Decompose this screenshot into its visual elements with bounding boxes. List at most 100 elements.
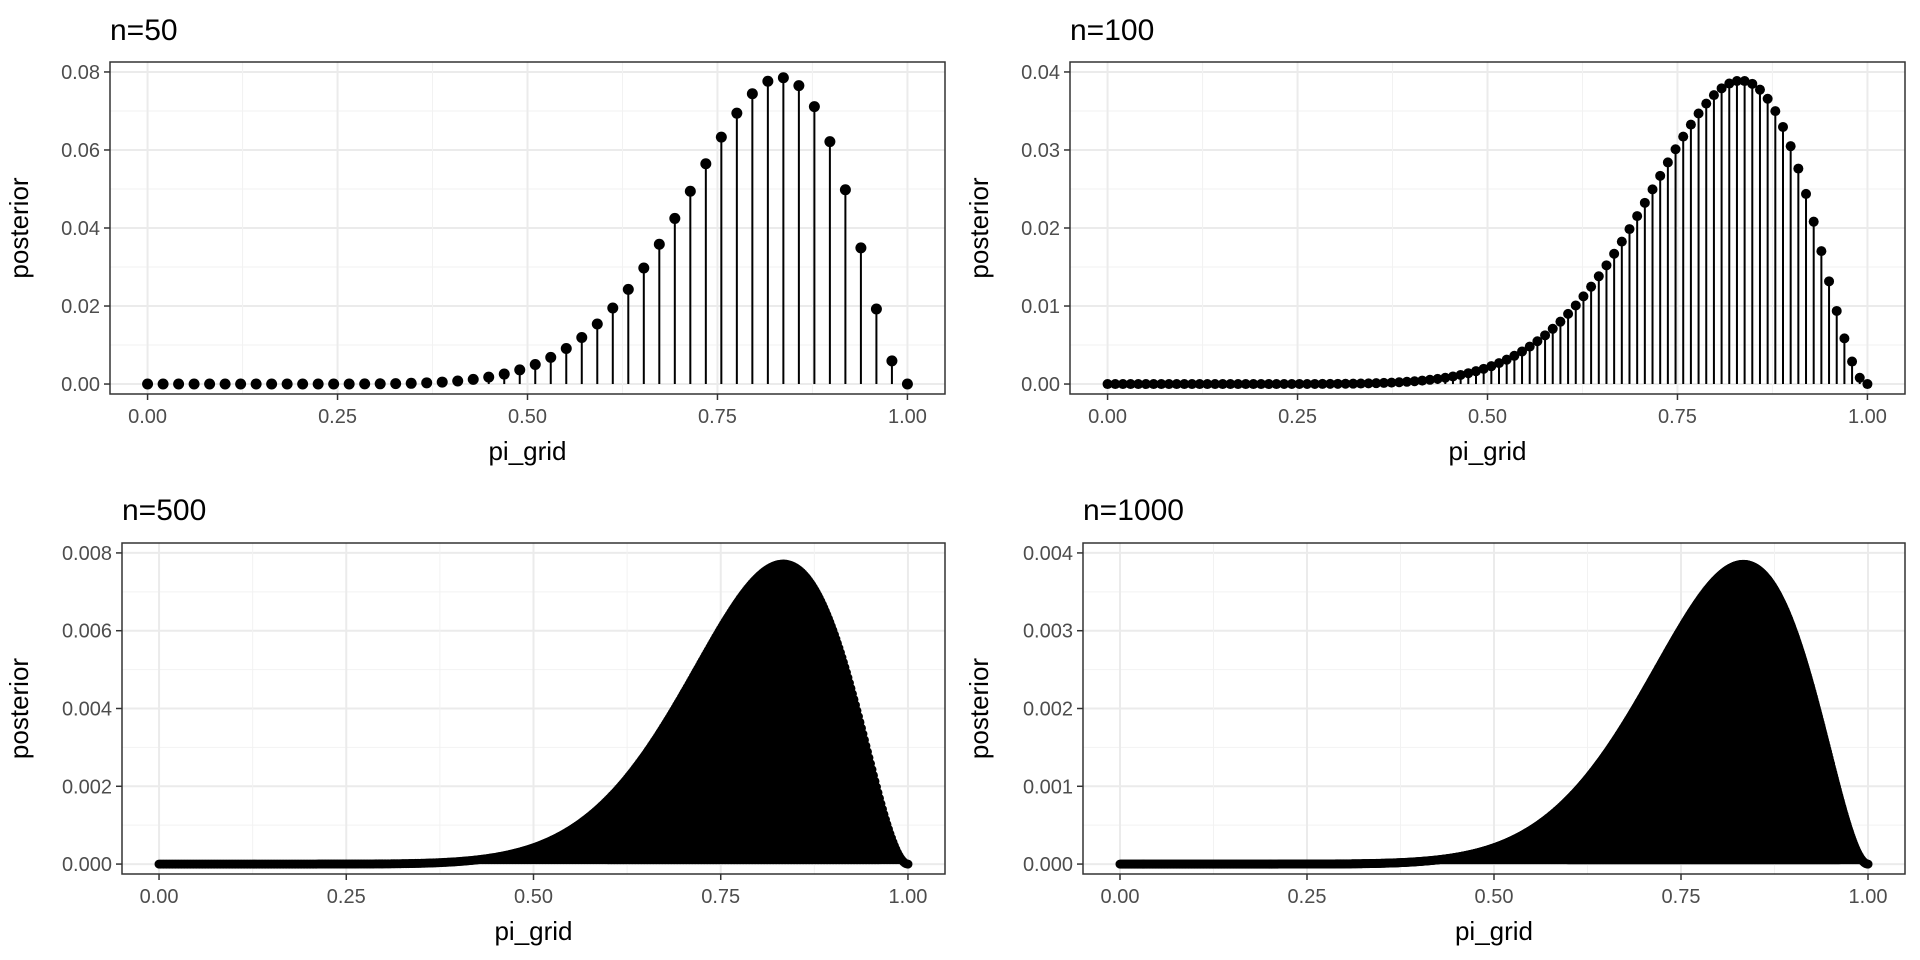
y-tick-label: 0.006 (62, 621, 112, 643)
y-tick-label: 0.000 (62, 854, 112, 876)
point (1578, 291, 1589, 302)
point (1785, 141, 1796, 152)
point (886, 355, 898, 367)
point (1125, 379, 1136, 390)
y-tick-label: 0.002 (1023, 699, 1073, 721)
panel-title: n=500 (122, 494, 206, 527)
point (1678, 131, 1689, 142)
point (1731, 76, 1742, 87)
y-tick-label: 0.004 (1023, 543, 1073, 565)
point (1517, 346, 1528, 357)
point (1202, 379, 1213, 390)
point (421, 377, 433, 389)
point (1447, 371, 1458, 382)
lollipop-marks (142, 72, 913, 390)
point (1225, 379, 1236, 390)
point (1547, 323, 1558, 334)
x-axis-title: pi_grid (488, 436, 566, 466)
point (1409, 376, 1420, 387)
point (607, 302, 619, 314)
point (1470, 366, 1481, 377)
y-tick-label: 0.00 (61, 374, 100, 396)
point (1248, 379, 1259, 390)
point (1363, 378, 1374, 389)
point (700, 158, 712, 170)
point (1754, 84, 1765, 95)
point (1156, 379, 1167, 390)
point (204, 378, 216, 390)
x-axis-title: pi_grid (1448, 436, 1526, 466)
point (591, 318, 603, 330)
y-axis-title: posterior (964, 177, 994, 278)
x-tick-label: 1.00 (1849, 886, 1888, 908)
x-tick-label: 0.25 (327, 886, 366, 908)
point (1263, 379, 1274, 390)
lollipop-marks (154, 559, 913, 869)
point (1632, 211, 1643, 222)
point (1747, 78, 1758, 89)
point (1540, 330, 1551, 341)
point (1463, 368, 1474, 379)
point (529, 358, 541, 370)
point (436, 376, 448, 388)
point (903, 859, 913, 869)
x-tick-label: 0.00 (1101, 886, 1140, 908)
point (1793, 163, 1804, 174)
point (560, 343, 572, 355)
point (1309, 378, 1320, 389)
point (1440, 372, 1451, 383)
point (1401, 376, 1412, 387)
x-axis-title: pi_grid (1455, 916, 1533, 946)
point (1486, 361, 1497, 372)
point (1593, 271, 1604, 282)
y-tick-label: 0.002 (62, 776, 112, 798)
point (452, 375, 464, 387)
point (297, 378, 309, 390)
point (1862, 379, 1873, 390)
point (1348, 378, 1359, 389)
point (1624, 224, 1635, 235)
point (1355, 378, 1366, 389)
point (359, 378, 371, 390)
point (1524, 341, 1535, 352)
x-tick-label: 0.25 (1288, 886, 1327, 908)
point (1570, 300, 1581, 311)
x-tick-label: 1.00 (888, 406, 927, 428)
lollipop-marks (1102, 76, 1873, 390)
point (1639, 197, 1650, 208)
point (1240, 379, 1251, 390)
point (1839, 333, 1850, 344)
point (1824, 276, 1835, 287)
point (1509, 350, 1520, 361)
point (142, 378, 154, 390)
point (1685, 119, 1696, 130)
point (1831, 305, 1842, 316)
point (1302, 378, 1313, 389)
point (219, 378, 231, 390)
point (1294, 379, 1305, 390)
point (1417, 375, 1428, 386)
point (405, 377, 417, 389)
x-tick-label: 0.75 (701, 886, 740, 908)
point (762, 75, 774, 87)
point (235, 378, 247, 390)
point (1133, 379, 1144, 390)
x-tick-label: 0.50 (508, 406, 547, 428)
point (870, 303, 882, 315)
point (1317, 378, 1328, 389)
x-tick-label: 0.75 (1658, 406, 1697, 428)
point (1371, 378, 1382, 389)
point (1455, 369, 1466, 380)
point (1647, 184, 1658, 195)
point (1662, 157, 1673, 168)
point (173, 378, 185, 390)
point (808, 101, 820, 113)
point (281, 378, 293, 390)
point (1716, 83, 1727, 94)
y-tick-label: 0.01 (1021, 296, 1060, 318)
y-tick-label: 0.001 (1023, 776, 1073, 798)
point (328, 378, 340, 390)
point (824, 136, 836, 148)
point (1117, 379, 1128, 390)
point (1601, 260, 1612, 271)
